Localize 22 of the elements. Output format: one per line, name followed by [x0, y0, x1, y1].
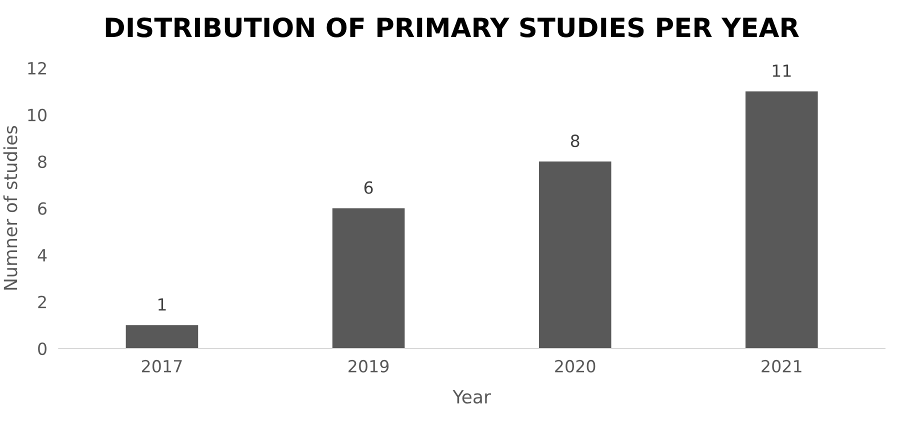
y-tick-label: 6	[38, 202, 47, 215]
bar	[126, 325, 198, 348]
x-tick-label: 2021	[762, 360, 802, 373]
x-tick-label: 2019	[348, 360, 389, 373]
x-tick-label: 2020	[555, 360, 596, 373]
y-tick-label: 12	[28, 62, 46, 74]
bar	[746, 91, 818, 348]
bar	[538, 162, 612, 348]
x-tick-label: 2017	[142, 360, 182, 373]
data-label: 6	[364, 181, 373, 194]
y-tick-label: 2	[38, 296, 46, 308]
data-label: 8	[570, 134, 580, 148]
x-axis-title: Year	[452, 390, 491, 404]
data-label: 1	[158, 298, 166, 311]
y-tick-label: 10	[28, 108, 46, 122]
y-tick-label: 0	[38, 342, 46, 356]
chart-title: DISTRIBUTION OF PRIMARY STUDIES PER YEAR	[106, 17, 799, 38]
bar	[332, 208, 405, 348]
data-label: 11	[772, 64, 791, 77]
y-tick-label: 8	[38, 155, 46, 168]
y-tick-label: 4	[38, 249, 47, 262]
y-axis-title: Numner of studies	[3, 126, 18, 290]
